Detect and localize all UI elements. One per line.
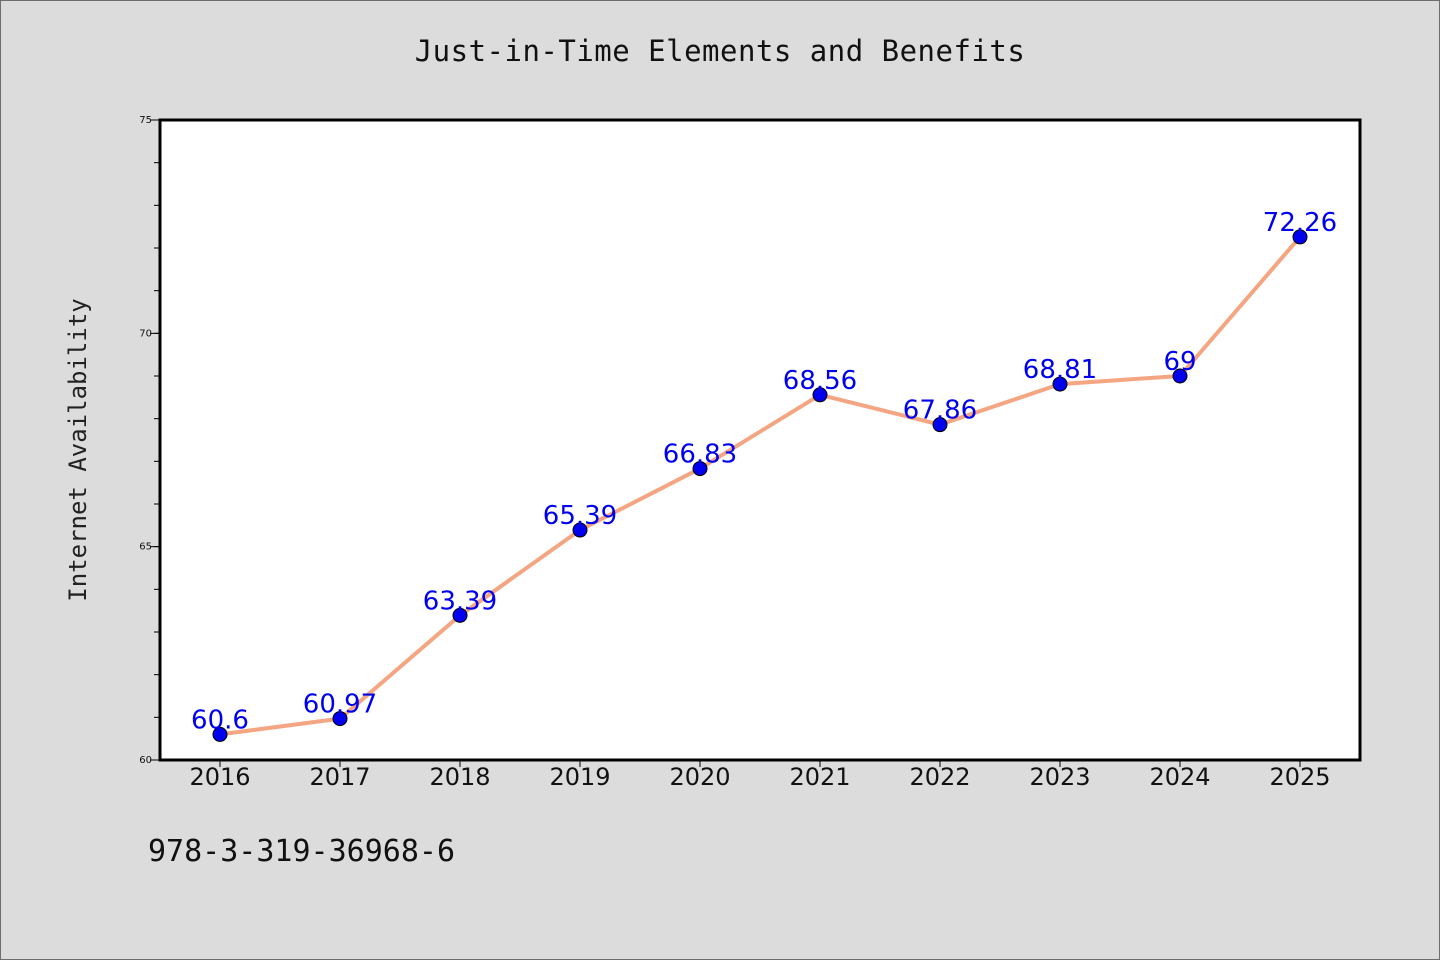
- data-point: [692, 461, 708, 477]
- y-tick-label: 65: [139, 542, 152, 553]
- data-point: [452, 607, 468, 623]
- data-point: [572, 522, 588, 538]
- data-label: 65.39: [543, 501, 617, 531]
- data-label: 63.39: [423, 586, 497, 616]
- data-point: [212, 726, 228, 742]
- x-tick-label: 2022: [909, 763, 970, 791]
- isbn-text: 978-3-319-36968-6: [148, 834, 456, 869]
- series-line: [219, 235, 1302, 737]
- y-tick-label: 70: [139, 328, 152, 339]
- y-tick-label: 60: [139, 755, 152, 766]
- x-tick-label: 2018: [429, 763, 490, 791]
- data-label: 72.26: [1263, 208, 1337, 238]
- data-labels: 60.6 60.97 63.39 65.39 66.83 68.56 67.86 68.81 6…: [191, 208, 1337, 735]
- data-label: 69: [1163, 347, 1196, 377]
- data-label: 60.97: [303, 690, 377, 720]
- y-tick-label: 75: [139, 115, 152, 126]
- y-axis-label: Internet Availability: [64, 298, 92, 601]
- data-point: [1292, 229, 1308, 245]
- x-tick-label: 2023: [1029, 763, 1090, 791]
- x-tick-label: 2017: [309, 763, 370, 791]
- data-point: [332, 711, 348, 727]
- x-tick-label: 2019: [549, 763, 610, 791]
- x-tick-label: 2024: [1149, 763, 1210, 791]
- x-tick-label: 2021: [789, 763, 850, 791]
- data-markers: [212, 229, 1308, 742]
- data-point: [1172, 368, 1188, 384]
- x-axis-ticks: 2016 2017 2018 2019 2020 2021 2022 2023 2024 2025: [189, 760, 1331, 791]
- y-axis-ticks: 60 65 70 75: [139, 115, 160, 766]
- data-point: [812, 387, 828, 403]
- data-label: 60.6: [191, 705, 249, 735]
- data-label: 68.56: [783, 366, 857, 396]
- data-point: [932, 417, 948, 433]
- plot-area: [158, 118, 1362, 762]
- chart-title: Just-in-Time Elements and Benefits: [414, 34, 1026, 68]
- data-label: 68.81: [1023, 355, 1097, 385]
- x-tick-label: 2016: [189, 763, 250, 791]
- x-tick-label: 2025: [1269, 763, 1330, 791]
- data-label: 66.83: [663, 440, 737, 470]
- data-label: 67.86: [903, 396, 977, 426]
- data-point: [1052, 376, 1068, 392]
- x-tick-label: 2020: [669, 763, 730, 791]
